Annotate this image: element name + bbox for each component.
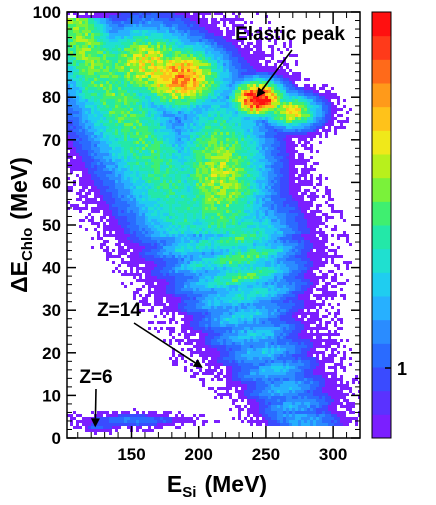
y-tick-label: 100 — [33, 3, 61, 22]
annotation-arrowhead — [90, 418, 100, 428]
annotation-arrowhead — [192, 359, 203, 368]
y-tick-label: 50 — [42, 216, 61, 235]
annotation-arrow — [94, 388, 97, 419]
y-tick-label: 90 — [42, 46, 61, 65]
annotation-arrowhead — [256, 87, 266, 98]
annotations: Elastic peak Z=14 Z=6 — [79, 24, 345, 428]
y-tick-label: 10 — [42, 386, 61, 405]
colorbar-swatch — [372, 201, 391, 226]
y-tick-label: 40 — [42, 259, 61, 278]
colorbar-swatch — [372, 83, 391, 108]
heatmap-cells — [67, 12, 360, 435]
colorbar: 1 — [371, 11, 407, 439]
x-tick-label: 200 — [185, 445, 213, 464]
annotation-label: Z=6 — [79, 367, 112, 388]
colorbar-swatch — [372, 130, 391, 155]
annotation-label: Z=14 — [97, 300, 141, 321]
y-tick-label: 0 — [52, 429, 61, 448]
colorbar-swatch — [372, 225, 391, 250]
x-tick-label: 250 — [252, 445, 280, 464]
colorbar-swatch — [372, 272, 391, 297]
annotation-arrow — [133, 322, 196, 364]
y-axis-label: ΔEChlo(MeV) — [6, 157, 36, 293]
y-tick-label: 80 — [42, 88, 61, 107]
annotation-arrow — [261, 49, 293, 91]
colorbar-swatch — [372, 367, 391, 392]
colorbar-swatch — [372, 12, 391, 37]
colorbar-swatch — [372, 59, 391, 84]
colorbar-swatch — [372, 343, 391, 368]
y-tick-label: 30 — [42, 301, 61, 320]
y-tick-label: 60 — [42, 173, 61, 192]
colorbar-swatch — [372, 106, 391, 131]
colorbar-swatch — [372, 177, 391, 202]
colorbar-swatch — [372, 35, 391, 60]
colorbar-frame — [371, 11, 392, 439]
colorbar-tick-label: 1 — [397, 359, 407, 379]
y-axis: 0 10 20 30 40 50 60 70 80 90 100 — [33, 3, 360, 448]
x-tick-label: 150 — [117, 445, 145, 464]
y-tick-label: 70 — [42, 131, 61, 150]
colorbar-swatch — [372, 390, 391, 415]
colorbar-swatch — [372, 319, 391, 344]
x-axis: 150 200 250 300 — [77, 12, 361, 464]
colorbar-swatch — [372, 248, 391, 273]
x-axis-label: ESi (MeV) — [167, 471, 267, 501]
annotation-label: Elastic peak — [235, 24, 345, 45]
x-tick-label: 300 — [319, 445, 347, 464]
colorbar-swatch — [372, 414, 391, 439]
y-tick-label: 20 — [42, 344, 61, 363]
colorbar-swatch — [372, 296, 391, 321]
colorbar-swatch — [372, 154, 391, 179]
